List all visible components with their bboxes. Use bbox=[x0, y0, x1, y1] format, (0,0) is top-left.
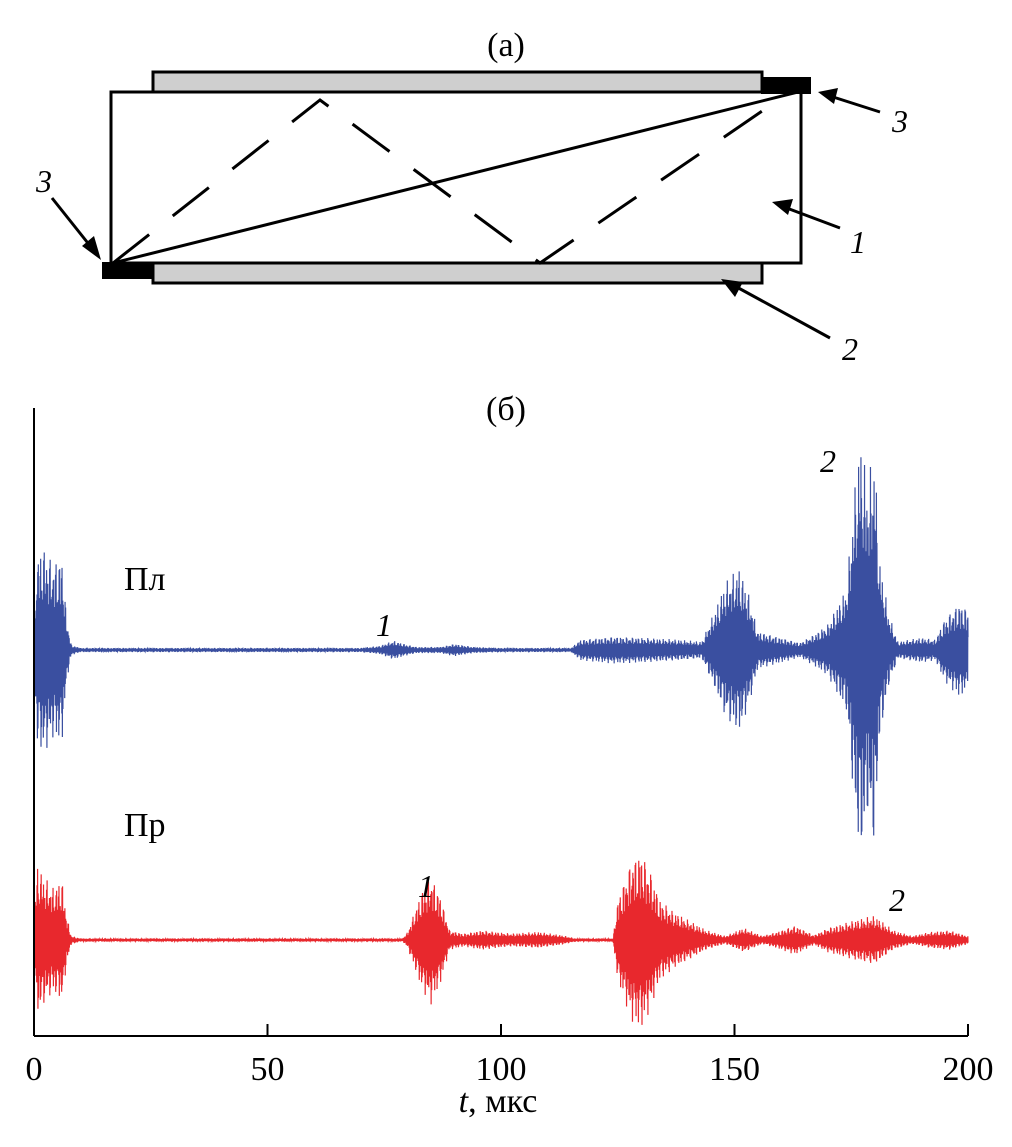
signal-traces bbox=[33, 457, 969, 1025]
panel-b-label: (б) bbox=[486, 391, 526, 428]
top-plate bbox=[151, 70, 764, 94]
right-transducer bbox=[761, 77, 811, 94]
callout-3-right: 3 bbox=[891, 103, 908, 139]
x-tick-label: 100 bbox=[476, 1051, 527, 1088]
panel-a-label: (а) bbox=[487, 27, 525, 64]
bottom-plate bbox=[151, 261, 764, 285]
trace-bottom-series bbox=[33, 860, 969, 1025]
reflected-ray bbox=[112, 90, 791, 265]
trace-label-bottom: Пр bbox=[124, 807, 166, 844]
peak-label-bottom-2: 2 bbox=[889, 882, 905, 918]
x-tick-label: 150 bbox=[709, 1051, 760, 1088]
peak-label-top-1: 1 bbox=[376, 607, 392, 643]
callout-2: 2 bbox=[842, 331, 858, 367]
callout-arrows bbox=[50, 88, 881, 340]
x-tick-label: 50 bbox=[251, 1051, 285, 1088]
x-axis-unit: , мкс bbox=[468, 1083, 537, 1120]
left-transducer bbox=[102, 262, 154, 279]
x-tick-label: 0 bbox=[26, 1051, 43, 1088]
trace-top-series bbox=[33, 457, 969, 836]
x-tick-label: 200 bbox=[943, 1051, 994, 1088]
panel-b-chart: (б) 0 50 100 150 200 t, мкс Пл Пр 1 2 1 2 bbox=[26, 391, 994, 1120]
panel-a-schematic: (а) 3 3 1 2 bbox=[35, 27, 908, 367]
x-ticks: 0 50 100 150 200 bbox=[26, 1024, 994, 1088]
x-axis-var: t bbox=[459, 1083, 470, 1120]
trace-label-top: Пл bbox=[124, 561, 166, 598]
callout-3-left: 3 bbox=[35, 163, 52, 199]
x-axis-title: t, мкс bbox=[459, 1083, 538, 1120]
direct-ray bbox=[112, 88, 807, 265]
peak-label-top-2: 2 bbox=[820, 443, 836, 479]
peak-label-bottom-1: 1 bbox=[418, 868, 434, 904]
callout-1: 1 bbox=[850, 224, 866, 260]
